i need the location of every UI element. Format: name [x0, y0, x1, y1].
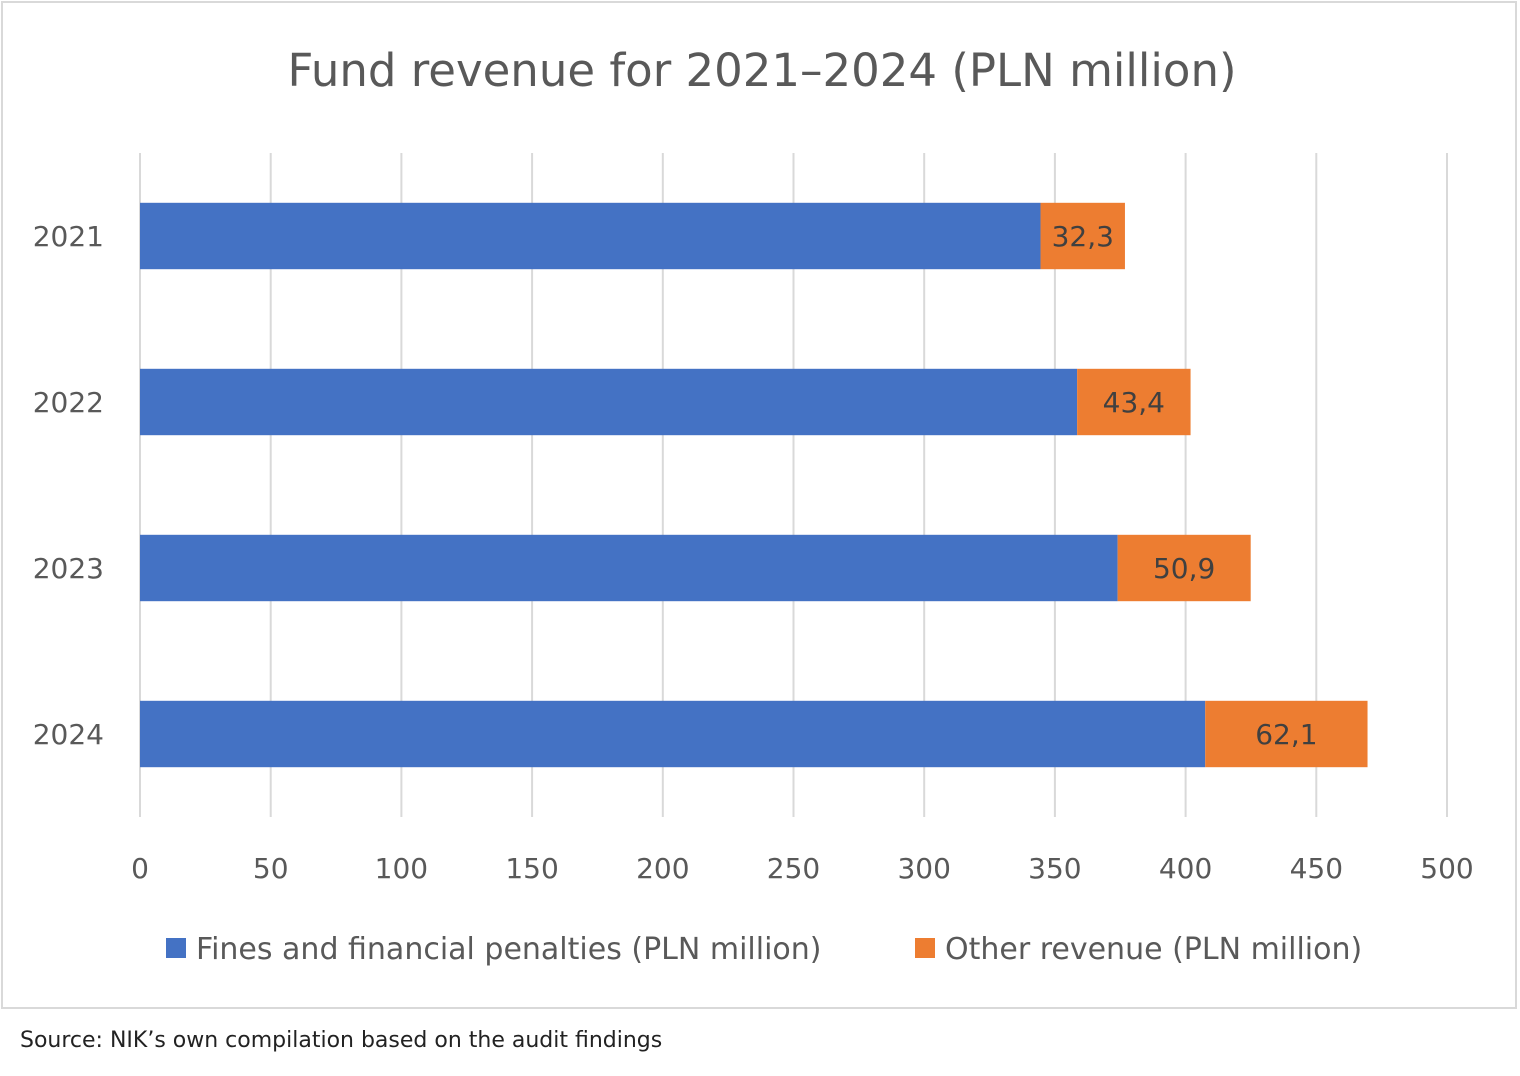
- x-tick-label: 450: [1290, 852, 1343, 885]
- y-category-label: 2024: [33, 718, 104, 751]
- bar-other-revenue: [1077, 368, 1191, 436]
- x-tick-label: 100: [375, 852, 428, 885]
- data-label: 50,9: [1153, 552, 1215, 585]
- x-tick-label: 400: [1159, 852, 1212, 885]
- y-category-label: 2021: [33, 220, 104, 253]
- x-axis-ticks: 0 50 100 150 200 250 300 350 400 450 500: [131, 852, 1474, 885]
- data-label: 32,3: [1052, 220, 1114, 253]
- legend: Fines and financial penalties (PLN milli…: [166, 932, 1362, 967]
- bar-other-revenue: [1040, 202, 1125, 270]
- x-tick-label: 200: [636, 852, 689, 885]
- bar-fines: [140, 368, 1078, 436]
- x-tick-label: 0: [131, 852, 149, 885]
- x-tick-label: 250: [767, 852, 820, 885]
- x-tick-label: 500: [1420, 852, 1473, 885]
- x-tick-label: 300: [897, 852, 950, 885]
- bar-other-revenue: [1205, 700, 1368, 768]
- chart-frame: [1, 1, 1517, 1009]
- bars: [140, 202, 1368, 768]
- legend-label: Other revenue (PLN million): [945, 932, 1362, 967]
- y-category-label: 2023: [33, 552, 104, 585]
- bar-fines: [140, 700, 1206, 768]
- y-category-label: 2022: [33, 386, 104, 419]
- legend-label: Fines and financial penalties (PLN milli…: [196, 932, 822, 967]
- x-tick-label: 350: [1028, 852, 1081, 885]
- y-axis-categories: 2021 2022 2023 2024: [33, 220, 104, 751]
- chart-title: Fund revenue for 2021–2024 (PLN million): [287, 44, 1236, 97]
- legend-swatch: [915, 938, 935, 958]
- bar-fines: [140, 534, 1118, 602]
- bar-fines: [140, 202, 1041, 270]
- source-note: Source: NIK’s own compilation based on t…: [20, 1028, 663, 1053]
- data-label: 43,4: [1103, 386, 1165, 419]
- data-label: 62,1: [1255, 718, 1317, 751]
- x-tick-label: 150: [505, 852, 558, 885]
- data-labels: 32,3 43,4 50,9 62,1: [1052, 220, 1318, 751]
- bar-other-revenue: [1117, 534, 1251, 602]
- legend-swatch: [166, 938, 186, 958]
- x-tick-label: 50: [253, 852, 289, 885]
